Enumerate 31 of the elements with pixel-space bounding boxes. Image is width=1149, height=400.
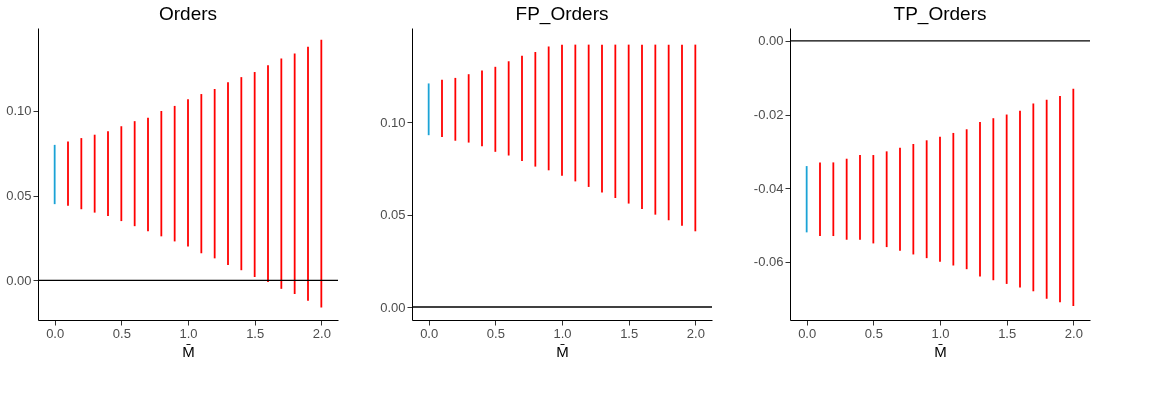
chart-title: FP_Orders <box>515 3 609 25</box>
y-tick-label: 0.05 <box>6 188 32 204</box>
x-axis-title: M̄ <box>182 342 195 360</box>
y-tick-label: -0.02 <box>753 107 784 123</box>
y-tick-label: 0.00 <box>6 272 32 288</box>
x-axis-title: M̄ <box>934 342 947 360</box>
x-tick-label: 2.0 <box>686 325 705 341</box>
x-tick-label: 0.5 <box>864 325 883 341</box>
chart-title: Orders <box>158 3 218 24</box>
y-tick-label: -0.04 <box>753 180 784 196</box>
chart-title: TP_Orders <box>893 3 987 25</box>
x-tick-label: 1.5 <box>246 325 265 341</box>
y-tick-label: 0.00 <box>758 33 784 49</box>
y-tick-label: 0.10 <box>6 103 32 119</box>
x-tick-label: 0.0 <box>798 325 817 341</box>
x-tick-label: 0.0 <box>420 325 439 341</box>
x-tick-label: 1.5 <box>620 325 639 341</box>
x-axis-title: M̄ <box>556 342 569 360</box>
x-tick-label: 0.5 <box>112 325 131 341</box>
y-tick-label: 0.05 <box>380 207 406 223</box>
x-tick-label: 1.5 <box>998 325 1017 341</box>
x-tick-label: 2.0 <box>1064 325 1083 341</box>
x-tick-label: 1.0 <box>931 325 950 341</box>
y-tick-label: 0.00 <box>380 299 406 315</box>
x-tick-label: 0.0 <box>46 325 65 341</box>
x-tick-label: 1.0 <box>179 325 198 341</box>
y-tick-label: 0.10 <box>380 114 406 130</box>
x-tick-label: 2.0 <box>312 325 331 341</box>
x-tick-label: 1.0 <box>553 325 572 341</box>
x-tick-label: 0.5 <box>486 325 505 341</box>
y-tick-label: -0.06 <box>753 254 784 270</box>
